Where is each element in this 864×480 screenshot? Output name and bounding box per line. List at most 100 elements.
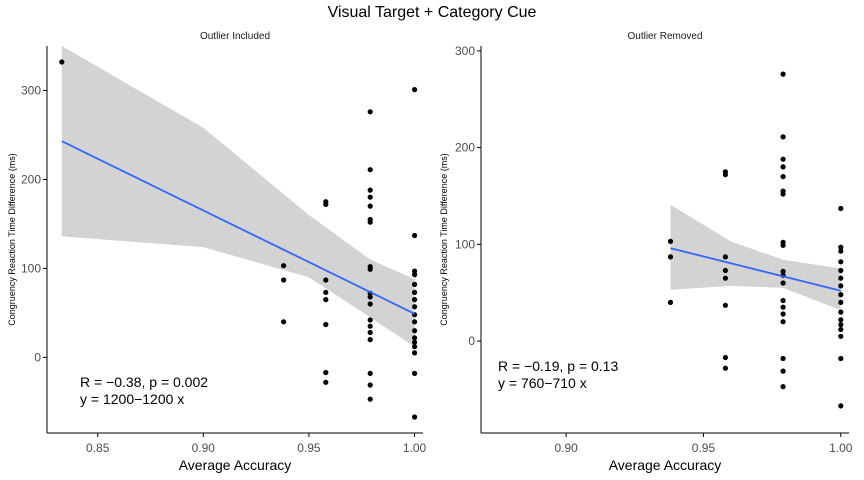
data-point — [367, 329, 373, 336]
data-point — [367, 109, 373, 115]
data-point — [722, 267, 729, 274]
data-point — [838, 355, 844, 362]
data-point — [412, 272, 418, 278]
x-tick-label: 1.00 — [403, 441, 427, 455]
data-point — [367, 382, 373, 388]
data-point — [412, 370, 418, 376]
y-tick-label: 0 — [34, 350, 41, 364]
data-point — [412, 289, 418, 295]
data-point — [367, 194, 373, 200]
stat-annotation: R = −0.38, p = 0.002 — [80, 374, 208, 390]
x-tick-label: 1.00 — [829, 441, 853, 455]
data-point — [323, 379, 329, 385]
data-point — [412, 344, 418, 350]
data-point — [780, 311, 786, 317]
data-point — [667, 299, 674, 305]
data-point — [780, 319, 786, 325]
data-point — [412, 335, 418, 341]
x-tick-label: 0.90 — [192, 441, 216, 455]
data-point — [780, 268, 786, 274]
x-tick-label: 0.90 — [554, 441, 578, 455]
confidence-band — [61, 46, 415, 347]
data-point — [367, 219, 373, 225]
data-point — [780, 304, 786, 310]
data-point — [367, 317, 373, 323]
data-point — [367, 301, 373, 307]
data-point — [838, 309, 844, 315]
data-point — [722, 354, 729, 361]
data-point — [838, 248, 844, 254]
data-point — [323, 277, 329, 283]
data-point — [780, 71, 786, 77]
x-tick-label: 0.95 — [692, 441, 716, 455]
data-point — [667, 238, 674, 244]
x-axis-label: Average Accuracy — [609, 457, 722, 473]
data-point — [722, 254, 729, 260]
y-tick-label: 300 — [455, 44, 475, 58]
data-point — [412, 87, 418, 93]
data-point — [412, 328, 418, 334]
data-point — [838, 322, 844, 328]
stat-annotation: y = 1200−1200 x — [80, 391, 184, 407]
stat-annotation: R = −0.19, p = 0.13 — [498, 358, 618, 374]
data-point — [838, 283, 844, 289]
data-point — [838, 292, 844, 298]
data-point — [838, 326, 844, 333]
data-point — [367, 294, 373, 300]
data-point — [722, 172, 729, 178]
data-point — [838, 299, 844, 305]
panel-outlier-included: 0.85 0.90 0.95 1.00 0 100 200 300 Outlier Includ… — [7, 31, 427, 473]
data-point — [838, 244, 844, 250]
y-tick-label: 200 — [455, 141, 475, 155]
data-point — [412, 304, 418, 310]
data-point — [722, 275, 729, 281]
y-tick-label: 100 — [21, 261, 41, 275]
data-point — [412, 232, 418, 239]
regression-line — [670, 247, 842, 292]
data-point — [780, 164, 786, 170]
data-point — [412, 339, 418, 345]
data-point — [367, 266, 373, 272]
y-tick-label: 100 — [455, 237, 475, 251]
confidence-band — [670, 204, 841, 311]
stat-annotation: y = 760−710 x — [498, 375, 587, 391]
data-point — [281, 319, 287, 325]
data-point — [323, 297, 329, 303]
data-point — [780, 280, 786, 286]
data-point — [838, 317, 844, 323]
data-point — [838, 403, 844, 409]
data-point — [412, 281, 418, 287]
data-point — [780, 174, 786, 180]
panel-title: Outlier Removed — [627, 31, 702, 42]
data-point — [367, 203, 373, 209]
data-point — [722, 365, 729, 371]
y-axis-label: Congruency Reaction Time Difference (ms) — [7, 153, 17, 325]
data-point — [281, 277, 287, 283]
panel-title: Outlier Included — [200, 31, 270, 42]
data-point — [367, 396, 373, 402]
data-point — [780, 191, 786, 197]
data-point — [367, 370, 373, 376]
data-point — [367, 187, 373, 193]
y-tick-label: 200 — [21, 172, 41, 186]
data-point — [412, 414, 418, 420]
data-point — [367, 337, 373, 343]
data-point — [367, 323, 373, 329]
data-point — [59, 59, 65, 65]
data-point — [780, 134, 786, 140]
data-point — [323, 289, 329, 295]
x-tick-label: 0.85 — [86, 441, 110, 455]
x-axis-label: Average Accuracy — [179, 457, 292, 473]
figure-title: Visual Target + Category Cue — [327, 4, 537, 21]
y-tick-label: 300 — [21, 83, 41, 97]
y-tick-label: 0 — [468, 334, 475, 348]
data-point — [367, 167, 373, 173]
data-point — [838, 259, 844, 265]
data-point — [780, 156, 786, 162]
data-point — [838, 333, 844, 339]
data-point — [838, 205, 844, 212]
data-point — [412, 319, 418, 325]
data-point — [780, 297, 786, 304]
